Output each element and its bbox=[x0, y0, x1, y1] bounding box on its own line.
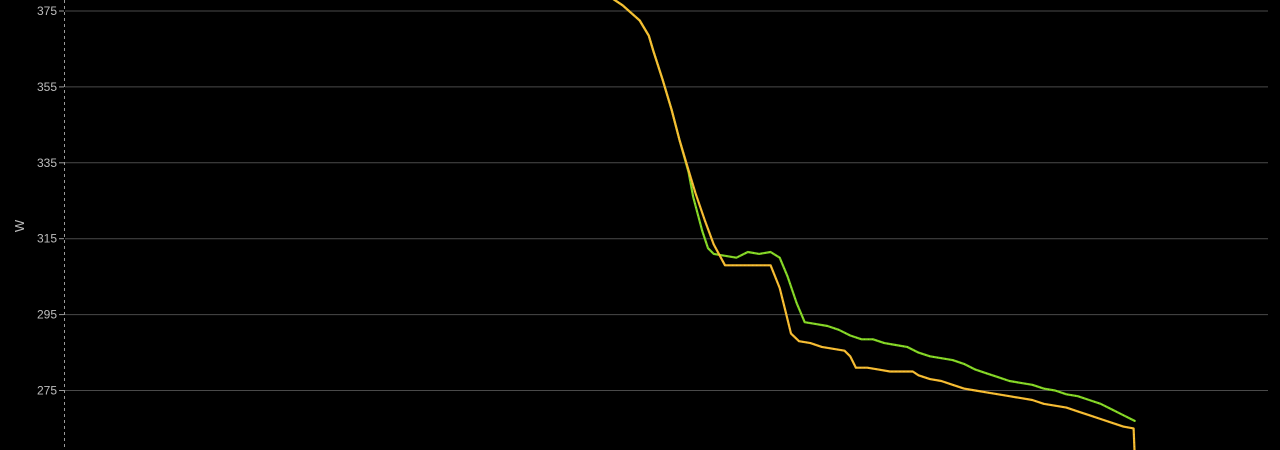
series-line-1 bbox=[612, 0, 1136, 422]
y-tick-label: 355 bbox=[37, 80, 57, 94]
grid-lines bbox=[65, 10, 1268, 391]
y-tick-label: 315 bbox=[37, 232, 57, 246]
series-group bbox=[612, 0, 1136, 450]
y-tick-label: 295 bbox=[37, 308, 57, 322]
y-axis-label: W bbox=[12, 219, 27, 232]
series-markers-1 bbox=[613, 0, 1135, 422]
series-line-2 bbox=[612, 0, 1136, 450]
y-tick-labels: 375 355 335 315 295 275 bbox=[37, 4, 64, 398]
y-tick-label: 375 bbox=[37, 4, 57, 18]
series-markers-2 bbox=[613, 0, 1135, 450]
y-tick-label: 275 bbox=[37, 384, 57, 398]
y-tick-label: 335 bbox=[37, 156, 57, 170]
